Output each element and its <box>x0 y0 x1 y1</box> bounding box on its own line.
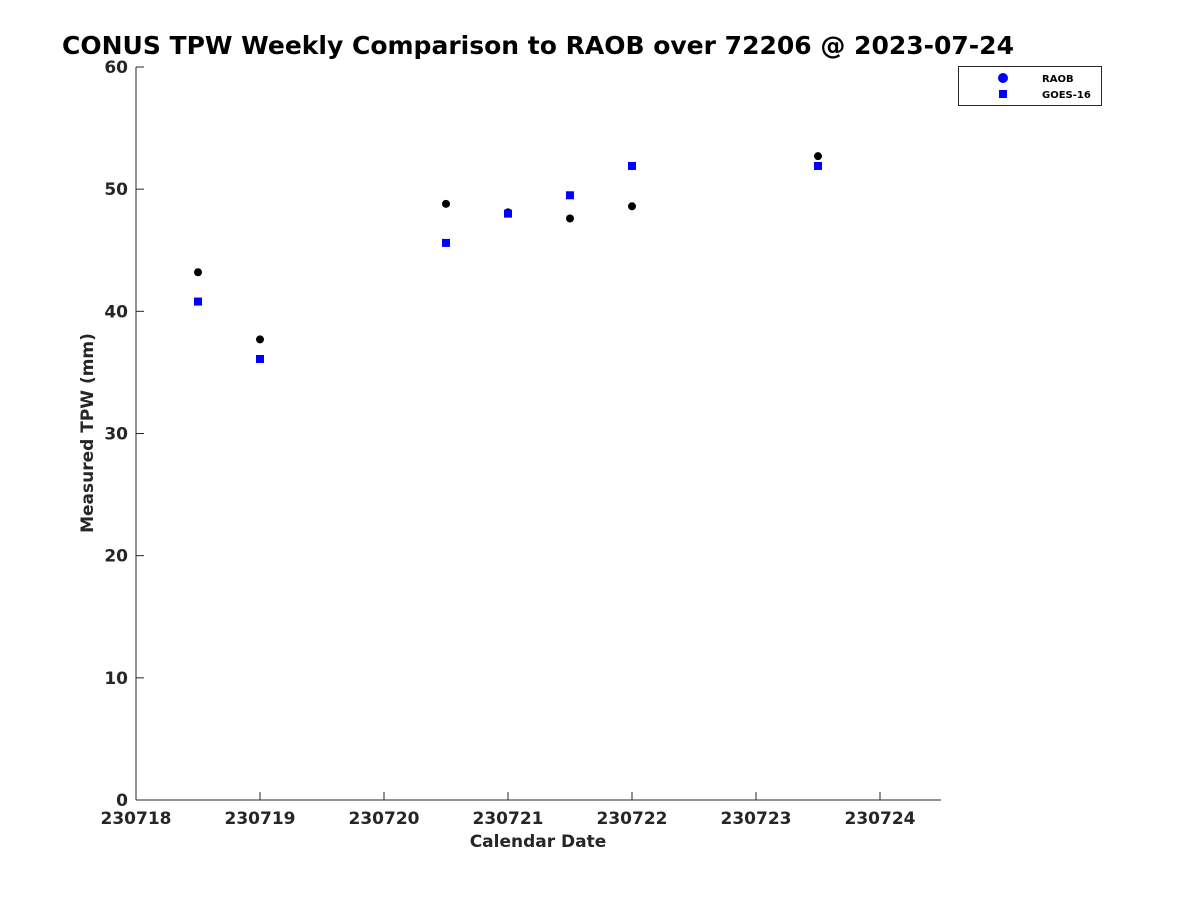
raob-point <box>256 335 264 344</box>
y-tick-label: 20 <box>104 547 128 567</box>
legend: RAOB GOES-16 <box>958 66 1102 106</box>
x-tick-label: 230721 <box>473 809 544 829</box>
y-tick-label: 50 <box>104 180 128 200</box>
x-tick-label: 230720 <box>349 809 420 829</box>
raob-point <box>814 152 822 161</box>
legend-items: RAOB GOES-16 <box>998 73 1091 101</box>
raob-point <box>442 199 450 208</box>
legend-marker-raob <box>998 73 1008 83</box>
raob-point <box>628 202 636 211</box>
goes-16-point <box>504 209 512 218</box>
y-tick-label: 60 <box>104 58 128 78</box>
legend-label-goes-16: GOES-16 <box>1042 90 1091 101</box>
goes-16-point <box>256 354 264 363</box>
y-axis-label: Measured TPW (mm) <box>78 333 98 533</box>
legend-marker-goes-16 <box>999 90 1007 98</box>
y-tick-label: 30 <box>104 425 128 445</box>
y-tick-label: 40 <box>104 302 128 322</box>
raob-point <box>566 214 574 223</box>
goes-16-point <box>442 238 450 247</box>
x-tick-label: 230718 <box>101 809 172 829</box>
raob-point <box>194 268 202 277</box>
y-ticks: 0 10 20 30 40 50 60 <box>104 58 144 811</box>
goes-16-point <box>814 161 822 170</box>
x-tick-label: 230724 <box>845 809 916 829</box>
x-axis-label: Calendar Date <box>470 832 607 852</box>
goes-16-point <box>566 191 574 200</box>
goes-16-point <box>628 161 636 170</box>
x-tick-label: 230719 <box>225 809 296 829</box>
legend-label-raob: RAOB <box>1042 74 1074 85</box>
data-points <box>194 152 822 363</box>
legend-box <box>958 66 1102 106</box>
y-tick-label: 10 <box>104 669 128 689</box>
x-tick-label: 230723 <box>721 809 792 829</box>
x-ticks: 230718 230719 230720 230721 230722 230723 2307… <box>101 792 916 829</box>
y-tick-label: 0 <box>116 791 128 811</box>
goes-16-point <box>194 297 202 306</box>
x-tick-label: 230722 <box>597 809 668 829</box>
chart-title: CONUS TPW Weekly Comparison to RAOB over… <box>62 31 1014 60</box>
